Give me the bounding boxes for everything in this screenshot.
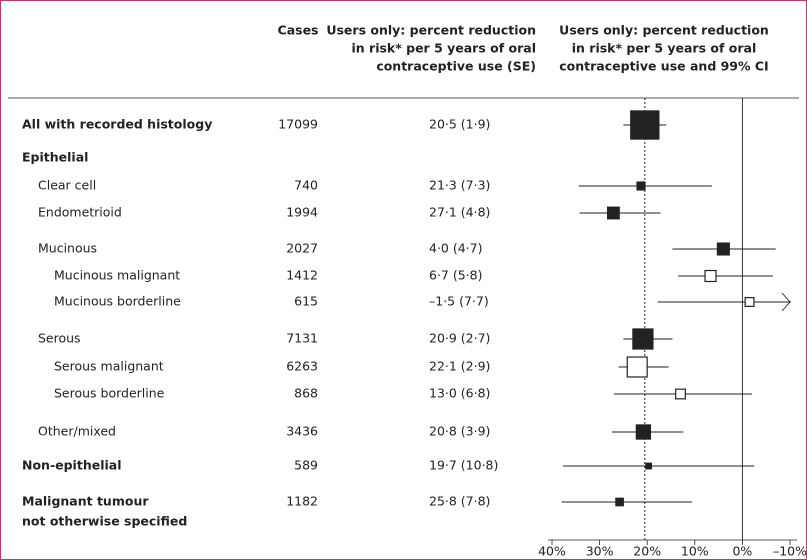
row-label: All with recorded histology	[22, 117, 212, 132]
estimate-se: 20·9 (2·7)	[429, 331, 490, 346]
estimate-se: 4·0 (4·7)	[429, 241, 483, 256]
se-header: in risk* per 5 years of oral	[352, 41, 537, 56]
estimate-marker	[615, 497, 624, 507]
row-label: Serous malignant	[54, 359, 164, 374]
cases: 740	[294, 178, 318, 193]
cases: 2027	[286, 241, 318, 256]
estimate-marker	[704, 269, 717, 283]
ci-header: contraceptive use and 99% CI	[559, 59, 768, 74]
estimate-marker	[744, 297, 755, 307]
tick-label: 10%	[681, 544, 709, 559]
cases: 1182	[286, 494, 318, 509]
cases: 615	[294, 294, 318, 309]
estimate-se: 21·3 (7·3)	[429, 178, 490, 193]
estimate-marker	[635, 424, 652, 440]
estimate-marker	[645, 462, 653, 470]
cases: 868	[294, 386, 318, 401]
tick-label: 40%	[538, 544, 566, 559]
cases: 1412	[286, 268, 318, 283]
cases: 17099	[278, 117, 318, 132]
estimate-marker	[630, 110, 660, 140]
row-label: Serous borderline	[54, 386, 165, 401]
plot-area	[561, 124, 791, 503]
estimate-se: 27·1 (4·8)	[429, 205, 490, 220]
row-label: Clear cell	[38, 178, 96, 193]
cases: 1994	[286, 205, 318, 220]
estimate-marker	[716, 242, 730, 256]
row-label: Malignant tumour	[22, 494, 149, 509]
estimate-marker	[675, 388, 686, 400]
row-label: Non-epithelial	[22, 458, 122, 473]
cases: 3436	[286, 424, 318, 439]
estimate-se: 20·8 (3·9)	[429, 424, 490, 439]
tick-label: –10%	[773, 544, 807, 559]
se-header: contraceptive use (SE)	[376, 59, 536, 74]
estimate-se: 22·1 (2·9)	[429, 359, 490, 374]
cases: 589	[294, 458, 318, 473]
tick-label: 0%	[732, 544, 752, 559]
estimate-se: 6·7 (5·8)	[429, 268, 483, 283]
tick-label: 20%	[633, 544, 661, 559]
estimate-se: 25·8 (7·8)	[429, 494, 490, 509]
estimate-se: 20·5 (1·9)	[429, 117, 490, 132]
tick-label: 30%	[586, 544, 614, 559]
estimate-se: 13·0 (6·8)	[429, 386, 490, 401]
row-label: not otherwise specified	[22, 514, 187, 529]
estimate-marker	[632, 328, 654, 350]
estimate-se: 19·7 (10·8)	[429, 458, 498, 473]
cases: 6263	[286, 359, 318, 374]
row-label: Endometrioid	[38, 205, 122, 220]
row-label: Mucinous malignant	[54, 268, 180, 283]
estimate-se: –1·5 (7·7)	[429, 294, 489, 309]
row-label: Serous	[38, 331, 81, 346]
estimate-marker	[626, 356, 648, 378]
estimate-marker	[636, 181, 646, 191]
row-label: Mucinous borderline	[54, 294, 181, 309]
ci-header: in risk* per 5 years of oral	[572, 41, 757, 56]
row-label: Other/mixed	[38, 424, 116, 439]
cases-header: Cases	[278, 23, 319, 38]
estimate-marker	[606, 206, 620, 220]
cases: 7131	[286, 331, 318, 346]
ci-header: Users only: percent reduction	[559, 23, 769, 38]
ci-arrow	[781, 292, 791, 312]
row-label: Mucinous	[38, 241, 97, 256]
row-label: Epithelial	[22, 150, 88, 165]
se-header: Users only: percent reduction	[326, 23, 536, 38]
